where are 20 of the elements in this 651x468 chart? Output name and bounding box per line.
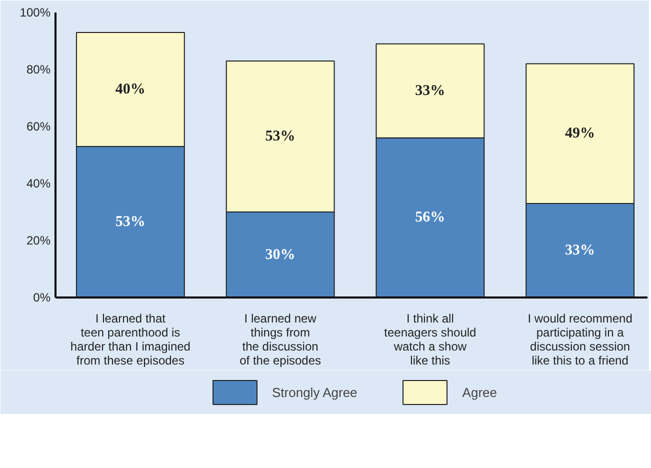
y-tick-label: 100% bbox=[20, 6, 51, 20]
y-tick-label: 80% bbox=[26, 62, 51, 76]
data-label: 30% bbox=[265, 246, 296, 263]
data-label: 33% bbox=[565, 242, 596, 258]
data-label: 53% bbox=[115, 214, 146, 230]
x-tick-label: I would recommend participating in a discussion session like this to a friend bbox=[528, 312, 632, 368]
x-tick-label: I learned that teen parenthood is harder than I imagined from these episodes bbox=[70, 312, 190, 368]
data-label: 33% bbox=[415, 82, 446, 99]
y-tick-label: 40% bbox=[26, 176, 51, 190]
legend-label: Agree bbox=[462, 384, 497, 400]
y-tick-label: 60% bbox=[26, 120, 51, 134]
data-label: 40% bbox=[115, 81, 146, 98]
y-tick-label: 0% bbox=[33, 290, 51, 304]
legend-label: Strongly Agree bbox=[272, 384, 358, 400]
data-label: 49% bbox=[565, 126, 596, 142]
x-tick-label: I learned new things from the discussion of the episodes bbox=[240, 312, 322, 368]
y-tick-label: 20% bbox=[26, 234, 51, 248]
x-tick-label: I think all teenagers should watch a show like this bbox=[384, 312, 476, 368]
data-label: 53% bbox=[265, 128, 296, 144]
data-label: 56% bbox=[415, 210, 446, 226]
